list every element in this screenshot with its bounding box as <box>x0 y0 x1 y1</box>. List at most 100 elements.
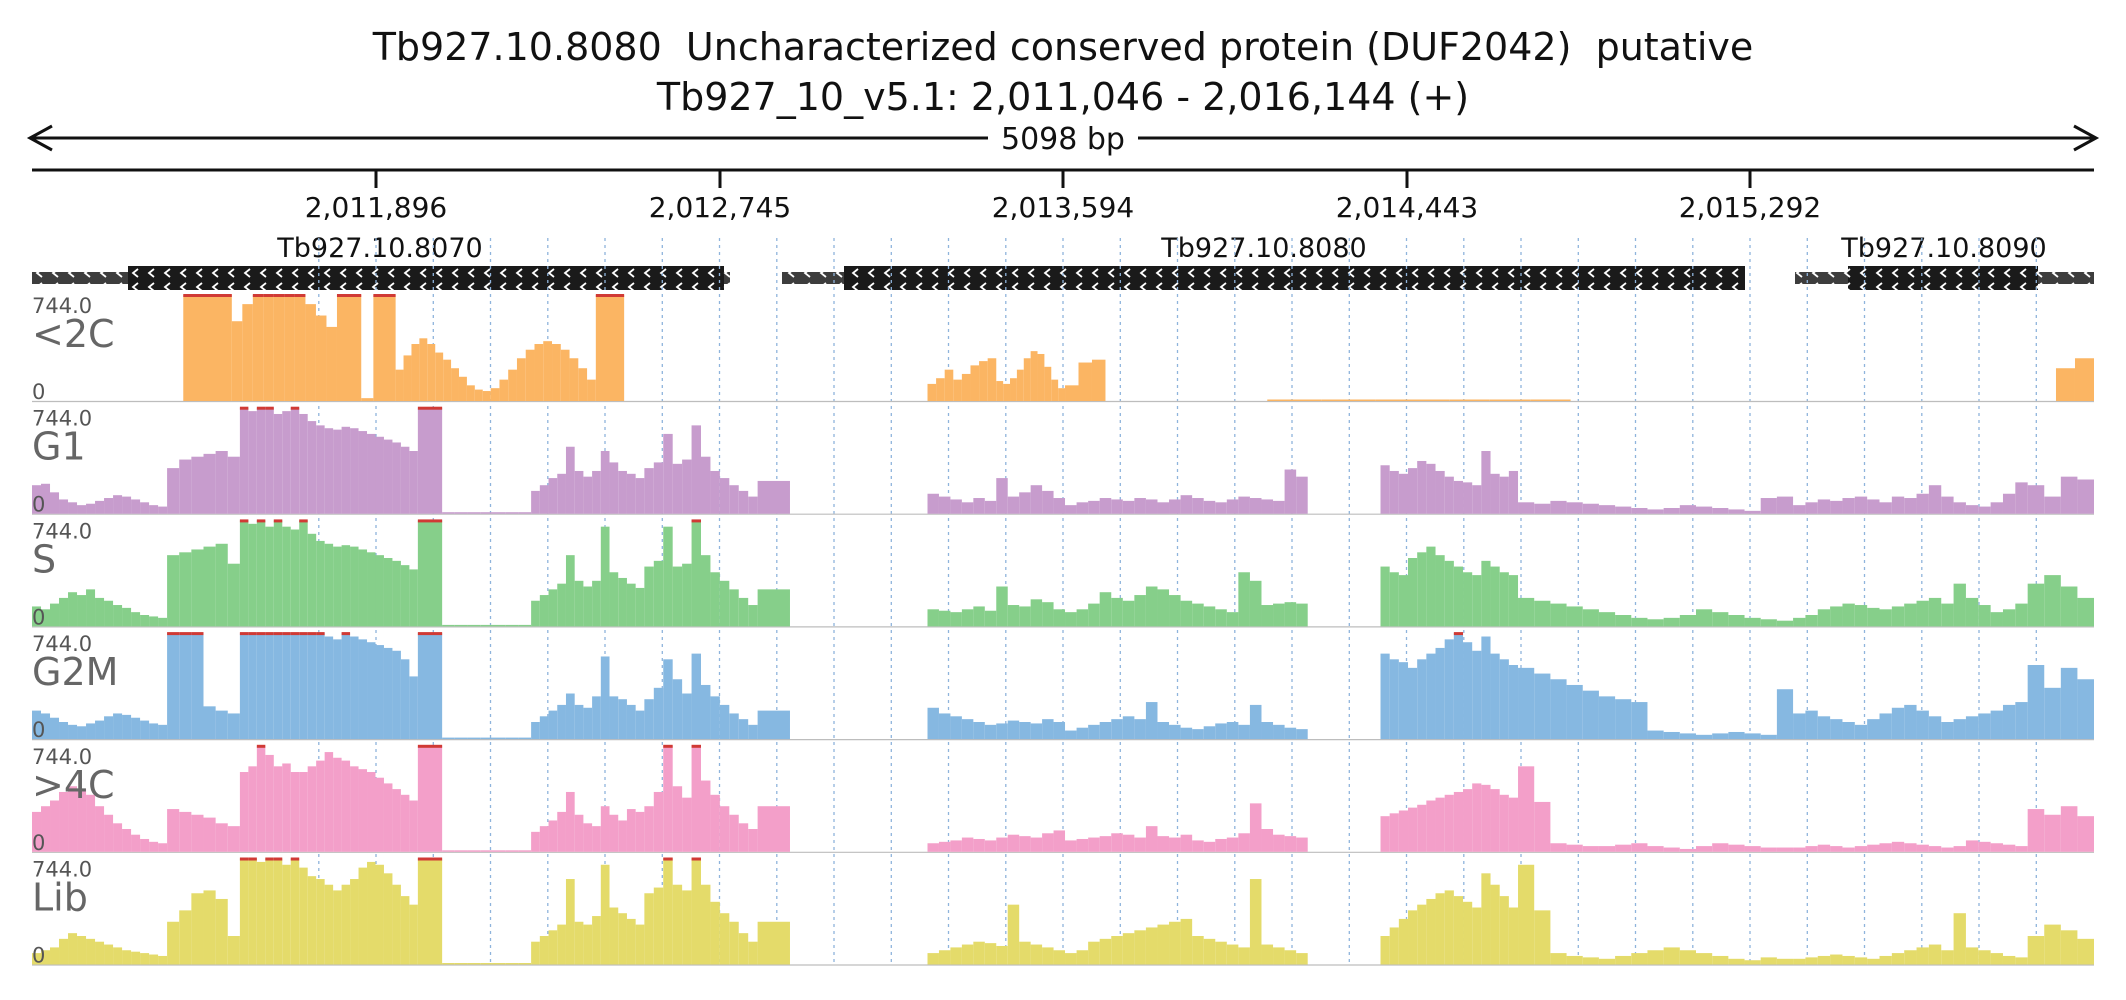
coverage-bar <box>305 304 316 401</box>
coverage-bar <box>231 321 243 401</box>
coverage-bar <box>307 633 317 740</box>
coverage-bar <box>1842 603 1855 627</box>
coverage-bar <box>1904 843 1917 852</box>
clipped-value-marker <box>167 632 180 636</box>
coverage-bar <box>1042 719 1054 740</box>
coverage-bar <box>1076 502 1089 514</box>
gene-name-label: Tb927.10.8070 <box>276 233 482 264</box>
coverage-bar <box>443 359 452 401</box>
coverage-bar <box>248 523 257 627</box>
coverage-bar <box>400 565 410 627</box>
coverage-bar <box>341 633 351 740</box>
coverage-bar <box>333 429 342 514</box>
coverage-bar <box>635 811 645 852</box>
coverage-bar <box>227 936 240 965</box>
coverage-bar <box>539 595 549 627</box>
coverage-bar <box>1134 595 1146 627</box>
coverage-bar <box>539 485 549 514</box>
coverage-bar <box>454 737 468 740</box>
coverage-bar <box>1111 719 1123 740</box>
span-arrowhead-left-icon <box>26 124 53 152</box>
coverage-bar <box>1053 722 1066 740</box>
coverage-bar <box>239 772 249 852</box>
coverage-bar <box>131 717 141 740</box>
clipped-value-marker <box>663 744 673 748</box>
coverage-bar <box>273 766 283 852</box>
coverage-bar <box>1490 473 1500 514</box>
coverage-bar <box>1598 505 1616 514</box>
coverage-bar <box>411 344 420 401</box>
coverage-bar <box>987 358 997 401</box>
coverage-bar <box>158 617 168 627</box>
clipped-value-marker <box>252 294 264 297</box>
coverage-bar <box>191 456 204 514</box>
coverage-bar <box>1099 592 1112 627</box>
coverage-bar <box>710 470 720 514</box>
coverage-bar <box>1566 955 1583 965</box>
track-ymax-label: 744.0 <box>32 407 92 431</box>
coverage-bar <box>1978 506 1991 514</box>
coverage-bar <box>1273 724 1285 740</box>
coverage-bar <box>1078 362 1092 401</box>
coverage-bar <box>2015 702 2028 740</box>
coverage-bar <box>1534 503 1551 514</box>
gene-cds-chevrons-icon <box>844 266 1745 290</box>
coverage-bar <box>2002 955 2016 965</box>
coverage-bar <box>996 478 1008 514</box>
coverage-bar <box>1122 933 1135 965</box>
coverage-bar <box>282 763 291 852</box>
coverage-bar <box>131 951 141 965</box>
coverage-bar <box>191 549 204 627</box>
coverage-bar <box>1953 719 1966 740</box>
clipped-value-marker <box>239 632 249 636</box>
coverage-bar <box>1728 958 1745 965</box>
coverage-bar <box>1180 727 1193 740</box>
coverage-bar <box>1030 944 1043 965</box>
coverage-bar <box>265 526 274 627</box>
clipped-value-marker <box>265 406 274 410</box>
coverage-bar <box>1389 813 1399 852</box>
coverage-bar <box>158 724 168 740</box>
coverage-bar <box>113 713 123 740</box>
coverage-bar <box>403 355 412 401</box>
coverage-bar <box>757 589 790 627</box>
coverage-bar <box>1145 927 1158 965</box>
coverage-bar <box>701 456 711 514</box>
coverage-bar <box>333 890 342 965</box>
coverage-bar <box>299 867 308 965</box>
coverage-bar <box>1238 947 1250 965</box>
coverage-bar <box>86 938 96 965</box>
coverage-track: 744.0>4C 0 <box>32 744 2094 855</box>
coverage-bar <box>149 954 159 965</box>
coverage-bar <box>492 624 506 627</box>
ruler-tick-label: 2,012,745 <box>649 191 792 224</box>
coverage-bar <box>1696 953 1713 965</box>
coverage-bar <box>1091 359 1106 401</box>
coverage-bar <box>183 295 232 401</box>
coverage-bar <box>50 492 60 514</box>
coverage-bar <box>1134 837 1146 852</box>
coordinate-ruler: 2,011,896 2,012,745 2,013,594 2,014,443 2,01… <box>32 168 2094 224</box>
coverage-bar <box>59 722 69 740</box>
coverage-bar <box>539 826 549 852</box>
coverage-bar <box>1904 603 1917 627</box>
coverage-bar <box>1065 840 1077 852</box>
coverage-bar <box>1111 833 1123 852</box>
coverage-bar <box>1499 476 1509 514</box>
coverage-bar <box>609 572 619 627</box>
coverage-bar <box>626 704 636 740</box>
coverage-bar <box>1238 496 1250 514</box>
coverage-bar <box>350 428 359 514</box>
coverage-bar <box>1375 399 1430 401</box>
coverage-bar <box>1663 731 1680 740</box>
coverage-bar <box>1978 841 1991 852</box>
coverage-bar <box>996 586 1008 627</box>
coverage-bar <box>1261 499 1274 514</box>
coverage-bar <box>938 841 951 852</box>
coverage-bar <box>1728 509 1745 514</box>
coverage-bar <box>1380 566 1390 627</box>
track-ymax-label: 744.0 <box>32 294 92 318</box>
coverage-bar <box>2060 476 2078 514</box>
coverage-bar <box>2044 496 2061 514</box>
coverage-bar <box>409 904 418 965</box>
